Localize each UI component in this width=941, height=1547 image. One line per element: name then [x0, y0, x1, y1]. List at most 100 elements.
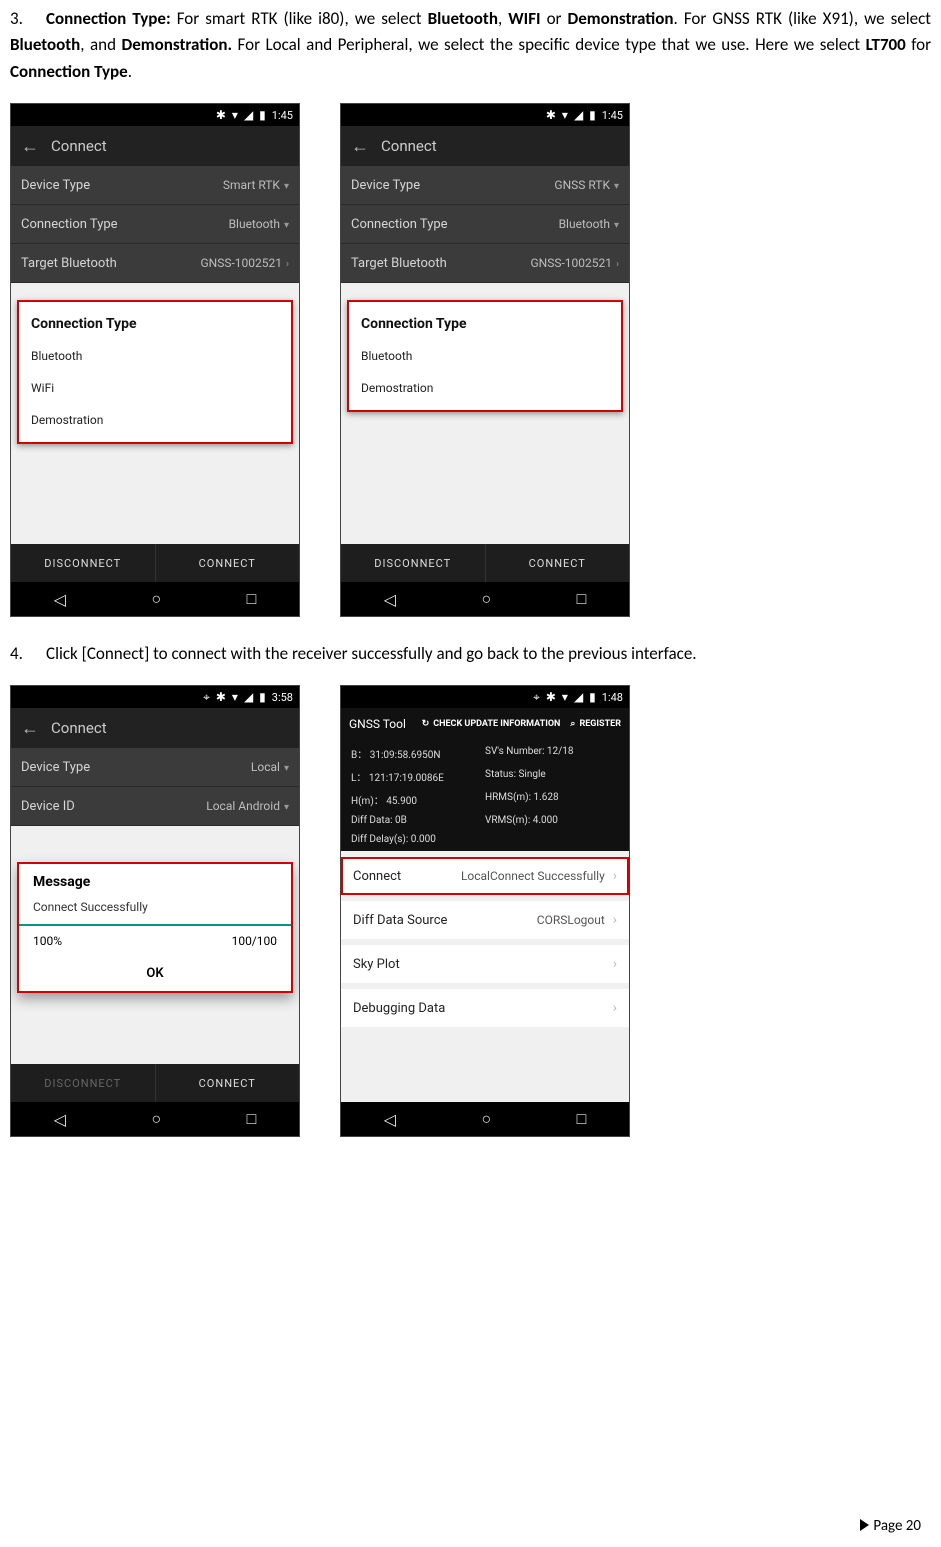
android-nav-bar: ◁ ○ □	[11, 1102, 299, 1136]
nav-recent-icon[interactable]: □	[247, 1109, 257, 1129]
chevron-down-icon: ▾	[614, 181, 619, 192]
chevron-down-icon: ▾	[284, 763, 289, 774]
menu-sky-plot[interactable]: Sky Plot ›	[341, 945, 629, 983]
chevron-right-icon: ›	[613, 912, 617, 928]
status-bar: ⌖ ✱ ▾ ◢ ▮ 3:58	[11, 686, 299, 708]
back-icon[interactable]: ←	[351, 136, 369, 157]
android-nav-bar: ◁ ○ □	[341, 1102, 629, 1136]
disconnect-button[interactable]: DISCONNECT	[341, 544, 486, 582]
signal-icon: ◢	[574, 108, 583, 122]
nav-home-icon[interactable]: ○	[151, 589, 161, 609]
app-title: Connect	[51, 719, 107, 737]
row-connection-type[interactable]: Connection Type Bluetooth▾	[11, 205, 299, 244]
kv-sv: SV's Number: 12/18	[485, 746, 619, 761]
kv-l: L： 121:17:19.0086E	[351, 769, 485, 784]
kv-delay: Diff Delay(s): 0.000	[351, 834, 485, 845]
nav-back-icon[interactable]: ◁	[384, 1110, 396, 1129]
screenshot-row-2: ⌖ ✱ ▾ ◢ ▮ 3:58 ← Connect Device Type Loc…	[10, 685, 931, 1137]
app-title: Connect	[381, 137, 437, 155]
chevron-right-icon: ›	[613, 956, 617, 972]
battery-icon: ▮	[259, 108, 266, 122]
screenshot-row-1: ✱ ▾ ◢ ▮ 1:45 ← Connect Device Type Smart…	[10, 103, 931, 617]
status-bar: ✱ ▾ ◢ ▮ 1:45	[11, 104, 299, 126]
gnss-title: GNSS Tool	[349, 717, 406, 731]
battery-icon: ▮	[589, 108, 596, 122]
bluetooth-icon: ✱	[216, 690, 226, 704]
clock: 3:58	[272, 691, 293, 704]
kv-diff: Diff Data: 0B	[351, 815, 485, 826]
signal-icon: ◢	[574, 690, 583, 704]
connect-button[interactable]: CONNECT	[486, 544, 630, 582]
gnss-menu-list: Connect LocalConnect Successfully› Diff …	[341, 851, 629, 1027]
connect-button[interactable]: CONNECT	[156, 1064, 300, 1102]
row-device-id[interactable]: Device ID Local Android▾	[11, 787, 299, 826]
status-bar: ⌖ ✱ ▾ ◢ ▮ 1:48	[341, 686, 629, 708]
option-demo[interactable]: Demostration	[349, 372, 621, 404]
gnss-info-grid: B： 31:09:58.6950N SV's Number: 12/18 L： …	[341, 740, 629, 851]
phone-connect-message: ⌖ ✱ ▾ ◢ ▮ 3:58 ← Connect Device Type Loc…	[10, 685, 300, 1137]
dialog-title: Connection Type	[19, 308, 291, 340]
nav-back-icon[interactable]: ◁	[54, 590, 66, 609]
kv-h: H(m)： 45.900	[351, 792, 485, 807]
battery-icon: ▮	[259, 690, 266, 704]
bottom-button-bar: DISCONNECT CONNECT	[11, 1064, 299, 1102]
option-demo[interactable]: Demostration	[19, 404, 291, 436]
row-device-type[interactable]: Device Type Smart RTK▾	[11, 166, 299, 205]
step-3-text: 3.Connection Type: For smart RTK (like i…	[10, 6, 931, 85]
app-title: Connect	[51, 137, 107, 155]
disconnect-button[interactable]: DISCONNECT	[11, 544, 156, 582]
step-4-text: 4.Click [Connect] to connect with the re…	[10, 641, 931, 667]
menu-diff-source[interactable]: Diff Data Source CORSLogout›	[341, 901, 629, 939]
status-bar: ✱ ▾ ◢ ▮ 1:45	[341, 104, 629, 126]
triangle-icon	[860, 1519, 869, 1531]
nav-back-icon[interactable]: ◁	[384, 590, 396, 609]
ok-button[interactable]: OK	[19, 956, 291, 991]
bottom-button-bar: DISCONNECT CONNECT	[341, 544, 629, 582]
menu-connect[interactable]: Connect LocalConnect Successfully›	[341, 857, 629, 895]
nav-recent-icon[interactable]: □	[247, 589, 257, 609]
refresh-icon: ↻	[422, 719, 430, 729]
android-nav-bar: ◁ ○ □	[11, 582, 299, 616]
wifi-icon: ▾	[232, 108, 238, 122]
signal-icon: ◢	[244, 690, 253, 704]
row-connection-type[interactable]: Connection Type Bluetooth▾	[341, 205, 629, 244]
nav-recent-icon[interactable]: □	[577, 1109, 587, 1129]
gps-icon: ⌖	[203, 690, 210, 705]
clock: 1:48	[602, 691, 623, 704]
page-footer: Page 20	[860, 1517, 921, 1535]
message-text: Connect Successfully	[19, 900, 291, 924]
row-target-bt[interactable]: Target Bluetooth GNSS-1002521›	[341, 244, 629, 283]
phone-gnss-tool: ⌖ ✱ ▾ ◢ ▮ 1:48 GNSS Tool ↻CHECK UPDATE I…	[340, 685, 630, 1137]
kv-hrms: HRMS(m): 1.628	[485, 792, 619, 807]
chevron-down-icon: ▾	[284, 220, 289, 231]
nav-home-icon[interactable]: ○	[481, 1109, 491, 1129]
register-button[interactable]: ⌕REGISTER	[570, 719, 621, 729]
phone-smart-rtk: ✱ ▾ ◢ ▮ 1:45 ← Connect Device Type Smart…	[10, 103, 300, 617]
nav-home-icon[interactable]: ○	[151, 1109, 161, 1129]
menu-debug[interactable]: Debugging Data ›	[341, 989, 629, 1027]
nav-home-icon[interactable]: ○	[481, 589, 491, 609]
bluetooth-icon: ✱	[546, 690, 556, 704]
bluetooth-icon: ✱	[216, 108, 226, 122]
row-target-bt[interactable]: Target Bluetooth GNSS-1002521›	[11, 244, 299, 283]
option-wifi[interactable]: WiFi	[19, 372, 291, 404]
option-bluetooth[interactable]: Bluetooth	[349, 340, 621, 372]
option-bluetooth[interactable]: Bluetooth	[19, 340, 291, 372]
row-device-type[interactable]: Device Type GNSS RTK▾	[341, 166, 629, 205]
nav-recent-icon[interactable]: □	[577, 589, 587, 609]
check-update-button[interactable]: ↻CHECK UPDATE INFORMATION	[422, 719, 561, 729]
connect-button[interactable]: CONNECT	[156, 544, 300, 582]
back-icon[interactable]: ←	[21, 718, 39, 739]
clock: 1:45	[272, 109, 293, 122]
nav-back-icon[interactable]: ◁	[54, 1110, 66, 1129]
dialog-title: Connection Type	[349, 308, 621, 340]
wifi-icon: ▾	[562, 108, 568, 122]
signal-icon: ◢	[244, 108, 253, 122]
disconnect-button[interactable]: DISCONNECT	[11, 1064, 156, 1102]
row-device-type[interactable]: Device Type Local▾	[11, 748, 299, 787]
phone-gnss-rtk: ✱ ▾ ◢ ▮ 1:45 ← Connect Device Type GNSS …	[340, 103, 630, 617]
chevron-down-icon: ▾	[284, 181, 289, 192]
battery-icon: ▮	[589, 690, 596, 704]
back-icon[interactable]: ←	[21, 136, 39, 157]
chevron-down-icon: ▾	[614, 220, 619, 231]
